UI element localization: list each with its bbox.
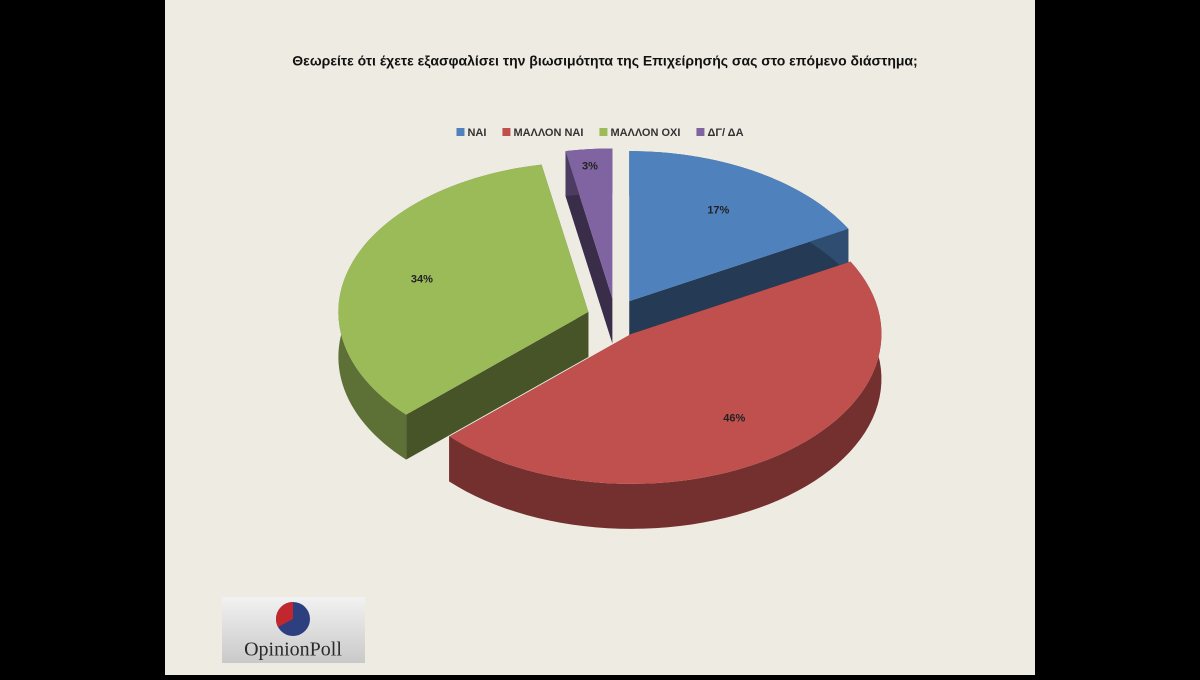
chart-title: Θεωρείτε ότι έχετε εξασφαλίσει την βιωσι… — [292, 53, 917, 69]
legend-label: ΜΑΛΛΟΝ ΟΧΙ — [610, 127, 680, 139]
legend-swatch — [456, 128, 465, 136]
data-label: 17% — [707, 205, 729, 217]
slice — [629, 151, 849, 302]
logo-text: OpinionPoll — [244, 639, 342, 661]
logo: OpinionPoll — [222, 597, 365, 663]
data-label: 34% — [411, 273, 433, 285]
legend-swatch — [502, 128, 511, 136]
data-label: 46% — [723, 413, 745, 425]
legend-label: ΝΑΙ — [467, 127, 486, 139]
legend-label: ΜΑΛΛΟΝ ΝΑΙ — [513, 127, 583, 139]
legend-label: ΔΓ/ ΔΑ — [707, 127, 743, 139]
legend-swatch — [696, 128, 705, 136]
slice — [449, 261, 882, 484]
legend-swatch — [599, 128, 608, 136]
slice — [565, 148, 613, 299]
background — [165, 0, 1035, 675]
logo-circle-part — [275, 602, 293, 627]
slice-side — [406, 311, 589, 460]
data-label: 3% — [582, 161, 598, 173]
slice-side — [449, 261, 882, 529]
slice — [338, 164, 589, 415]
legend: ΝΑΙ ΜΑΛΛΟΝ ΝΑΙ ΜΑΛΛΟΝ ΟΧΙ ΔΓ/ ΔΑ — [456, 127, 744, 139]
pie: 17% 46% 34% 3% — [338, 148, 882, 529]
slice-side — [565, 151, 613, 344]
